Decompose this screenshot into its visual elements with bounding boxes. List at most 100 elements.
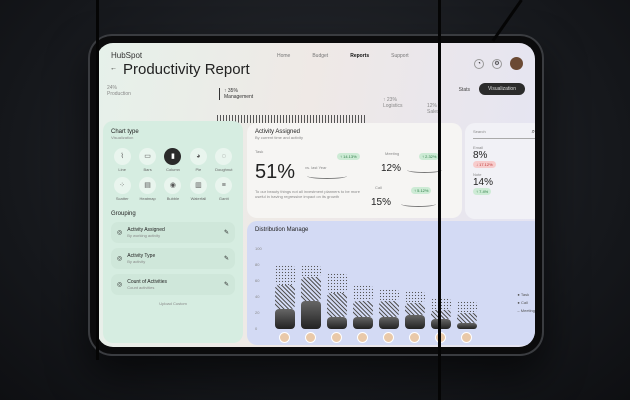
- chart-type-subtitle: Visualization: [111, 135, 134, 140]
- search-icon[interactable]: ⌕: [531, 129, 535, 135]
- bar-task: [275, 309, 295, 329]
- call-sparkline: [401, 201, 436, 207]
- edit-icon[interactable]: ✎: [223, 282, 229, 288]
- bar-call: [379, 301, 399, 317]
- person-avatar: [279, 332, 290, 343]
- chart-type-bubble[interactable]: ◉ Bubble: [162, 177, 184, 201]
- page-title: Productivity Report: [123, 61, 250, 78]
- call-value: 15%: [371, 197, 392, 208]
- metric-value: ↑ 23%: [383, 97, 397, 103]
- bar-call: [327, 293, 347, 317]
- email-label: Email: [473, 145, 484, 150]
- upload-custom-link[interactable]: Upload Custom: [159, 301, 187, 306]
- metrics-strip: 24% Production ↑ 35% Management ↑ 23% Logis…: [97, 85, 535, 123]
- y-tick-label: 40: [255, 294, 260, 299]
- bar-call: [275, 285, 295, 309]
- activity-card: Activity Assigned By current time and ac…: [247, 123, 462, 218]
- avatar[interactable]: [510, 57, 523, 70]
- grouping-item[interactable]: ◎ Count of Activities Count activities ✎: [111, 274, 235, 295]
- pie-chart-icon: ◕: [189, 148, 207, 165]
- arrow-left-icon[interactable]: ←: [110, 65, 117, 72]
- grouping-title: Grouping: [111, 211, 136, 217]
- doughnut-chart-icon: ◌: [215, 148, 233, 165]
- bar-meeting: [275, 265, 295, 285]
- bar-meeting: [379, 289, 399, 301]
- activity-subtitle: By current time and activity: [255, 135, 304, 140]
- meeting-label: Meeting: [385, 151, 400, 156]
- chart-type-line[interactable]: ⌇ Line: [111, 148, 133, 172]
- chart-type-waterfall[interactable]: ▥ Waterfall: [187, 177, 209, 201]
- person-avatar: [331, 332, 342, 343]
- hubspot-logo: HubSpot: [111, 51, 143, 60]
- chart-type-pie[interactable]: ◕ Pie: [187, 148, 209, 172]
- bar-task: [301, 301, 321, 329]
- bar-meeting: [327, 273, 347, 293]
- person-avatar: [357, 332, 368, 343]
- chart-type-gantt[interactable]: ≡ Gantt: [213, 177, 235, 201]
- distribution-card: Distribution Manage 100 80 60 40 20 0 ● Task …: [247, 221, 535, 345]
- grouping-icon: ◎: [117, 282, 123, 288]
- chart-type-doughnut[interactable]: ◌ Doughnut: [213, 148, 235, 172]
- top-nav: Home Budget Reports Support: [277, 53, 409, 59]
- chart-type-panel: Chart type Visualization ⌇ Line ▭ Bars ▮ Colu…: [103, 121, 243, 343]
- distribution-title: Distribution Manage: [255, 227, 309, 233]
- metric-value: 24%: [107, 85, 118, 91]
- notification-icon[interactable]: ◔: [474, 58, 484, 69]
- management-ticks: [217, 115, 367, 123]
- meeting-sparkline: [407, 167, 442, 173]
- nav-home[interactable]: Home: [277, 53, 291, 59]
- chart-type-heatmap[interactable]: ▤ Heatmap: [136, 177, 158, 201]
- app-screen: HubSpot Home Budget Reports Support ← Pr…: [97, 43, 535, 347]
- meeting-badge: ↑ 2.32%: [419, 153, 440, 160]
- chart-type-title: Chart type: [111, 129, 139, 135]
- heatmap-chart-icon: ▤: [139, 177, 157, 194]
- bar-meeting: [405, 290, 425, 303]
- grouping-item[interactable]: ◎ Activity Assigned By working activity ✎: [111, 222, 235, 243]
- metric-label: Logistics: [383, 103, 403, 109]
- email-value: 8%: [473, 150, 488, 161]
- bar-meeting: [301, 265, 321, 277]
- chart-type-bars[interactable]: ▭ Bars: [136, 148, 158, 172]
- note-label: Note: [473, 172, 482, 177]
- hanging-wire: [96, 0, 99, 360]
- metric-value: ↑ 35%: [224, 88, 238, 94]
- bar-call: [457, 313, 477, 323]
- bar-task: [457, 322, 477, 329]
- bar-task: [405, 314, 425, 329]
- legend-task: ● Task: [517, 292, 530, 297]
- bar-call: [431, 309, 451, 320]
- stats-toggle[interactable]: Stats: [458, 87, 470, 93]
- waterfall-chart-icon: ▥: [189, 177, 207, 194]
- metric-label: Sales: [427, 109, 440, 115]
- bar-meeting: [431, 297, 451, 310]
- bar-call: [353, 301, 373, 317]
- nav-support[interactable]: Support: [391, 53, 409, 59]
- side-stats-card: Search ⌕ Email 8% ↓ 17.12% Note 14% ↑ 7.…: [465, 123, 535, 219]
- meeting-value: 12%: [381, 163, 402, 174]
- metric-label: Production: [107, 91, 131, 97]
- grouping-item[interactable]: ◎ Activity Type By activity ✎: [111, 248, 235, 269]
- y-tick-label: 60: [255, 278, 260, 283]
- chart-type-column[interactable]: ▮ Column: [162, 148, 184, 172]
- note-value: 14%: [473, 177, 494, 188]
- nav-budget[interactable]: Budget: [312, 53, 329, 59]
- visualization-button[interactable]: Visualization: [479, 83, 525, 95]
- metric-value: 12%: [427, 103, 438, 109]
- edit-icon[interactable]: ✎: [223, 256, 229, 262]
- activity-description: To our beauty things not all investment …: [255, 189, 360, 199]
- bar-meeting: [457, 301, 477, 313]
- person-avatar: [461, 332, 472, 343]
- person-avatar: [383, 332, 394, 343]
- bars-chart-icon: ▭: [139, 148, 157, 165]
- settings-icon[interactable]: ⚙: [492, 58, 502, 69]
- gantt-chart-icon: ≡: [215, 177, 233, 194]
- nav-reports[interactable]: Reports: [350, 53, 370, 59]
- bar-task: [379, 317, 399, 329]
- search-field[interactable]: Search ⌕: [473, 129, 535, 139]
- bar-call: [301, 277, 321, 301]
- chart-type-scatter[interactable]: ⁘ Scatter: [111, 177, 133, 201]
- y-tick-label: 0: [255, 326, 258, 331]
- bar-task: [327, 317, 347, 329]
- task-note: vs. last Year: [305, 165, 327, 170]
- edit-icon[interactable]: ✎: [223, 230, 229, 236]
